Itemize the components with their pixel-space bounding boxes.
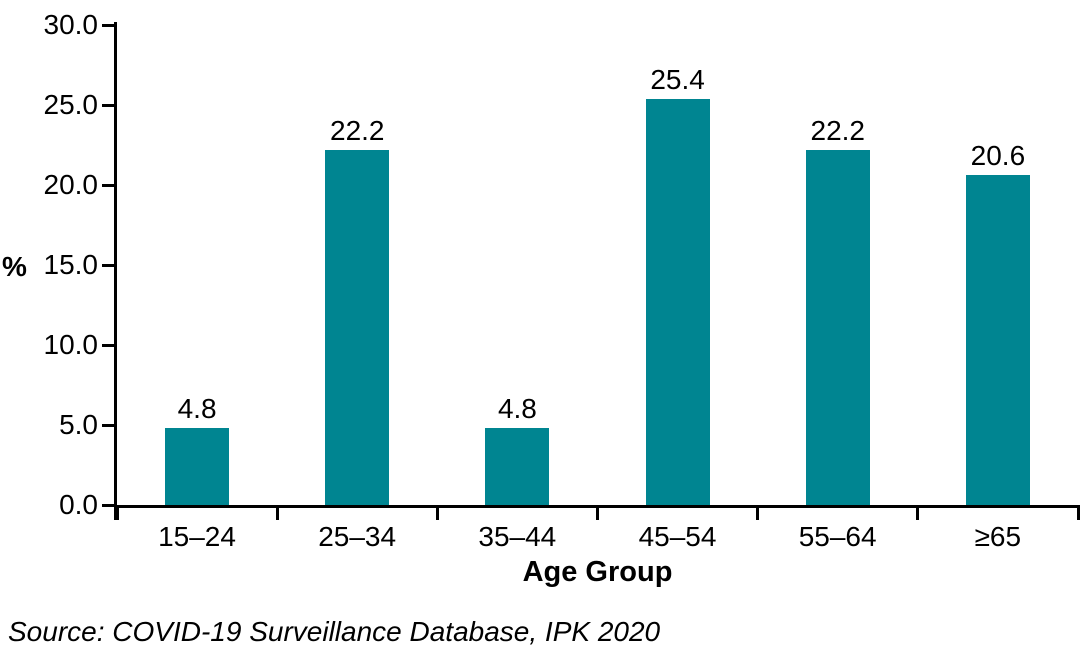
x-category-label: 35–44	[478, 521, 557, 552]
x-tick	[596, 506, 599, 520]
x-category-label: 25–34	[318, 521, 397, 552]
source-note: Source: COVID-19 Surveillance Database, …	[8, 616, 661, 647]
y-tick	[102, 183, 115, 187]
bar	[805, 149, 870, 505]
y-tick-label: 5.0	[59, 409, 98, 440]
y-tick-label: 0.0	[59, 489, 98, 520]
x-category-label: 45–54	[638, 521, 717, 552]
y-tick-label: 30.0	[43, 9, 99, 40]
bar-value-label: 20.6	[970, 140, 1026, 172]
bar	[485, 428, 550, 505]
y-tick	[102, 343, 115, 347]
bar	[325, 149, 390, 505]
y-axis-title: %	[2, 251, 27, 282]
x-tick	[916, 506, 920, 520]
y-tick	[102, 103, 115, 107]
y-tick-label: 20.0	[43, 169, 99, 200]
y-tick	[102, 423, 115, 427]
y-axis-line	[114, 22, 117, 520]
bar-value-label: 25.4	[650, 63, 705, 95]
x-tick	[115, 506, 119, 520]
x-tick	[1076, 506, 1080, 520]
y-tick	[102, 263, 115, 267]
y-tick	[102, 23, 115, 27]
bar-value-label: 4.8	[177, 393, 217, 425]
bar	[645, 98, 710, 505]
bar-value-label: 22.2	[810, 114, 866, 146]
y-tick	[102, 503, 115, 507]
x-tick	[275, 506, 279, 520]
bar	[965, 175, 1030, 505]
y-tick-label: 10.0	[43, 329, 99, 360]
x-category-label: 55–64	[798, 521, 877, 552]
x-axis-title: Age Group	[522, 556, 673, 588]
bar	[165, 428, 230, 505]
y-tick-label: 15.0	[43, 249, 99, 280]
bar-value-label: 4.8	[497, 393, 537, 425]
x-tick	[756, 506, 760, 520]
x-tick	[435, 506, 439, 520]
y-tick-label: 25.0	[43, 89, 99, 120]
x-category-label: 15–24	[158, 521, 236, 552]
x-category-label: ≥65	[974, 521, 1022, 552]
bar-value-label: 22.2	[330, 114, 385, 146]
